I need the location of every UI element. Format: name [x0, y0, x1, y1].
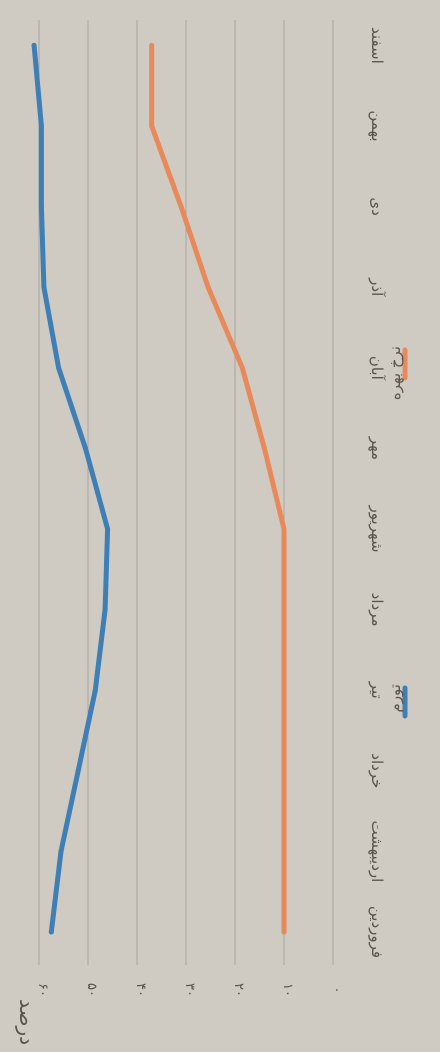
- x-tick-label: تیر: [368, 681, 386, 699]
- data-point: [56, 365, 62, 371]
- data-point: [281, 687, 287, 693]
- y-tick-label: ۲۰: [231, 983, 246, 997]
- data-point: [149, 123, 155, 129]
- series-lines: [31, 42, 287, 935]
- legend-label: تورم: [386, 684, 404, 712]
- data-point: [205, 284, 211, 290]
- y-tick-label: ۳۰: [182, 983, 197, 997]
- x-tick-label: مهر: [368, 436, 386, 460]
- y-tick-label: ۶۰: [35, 983, 50, 997]
- data-point: [58, 848, 64, 854]
- data-point: [41, 284, 47, 290]
- legend: تورم نرخ بهره: [386, 346, 408, 719]
- x-tick-label: آبان: [368, 356, 386, 381]
- gridlines: [38, 20, 334, 965]
- y-tick-label: ۰: [329, 987, 344, 994]
- data-point: [75, 768, 81, 774]
- x-tick-label: دی: [368, 197, 386, 215]
- data-point: [281, 607, 287, 613]
- y-axis-ticks: ۰ ۱۰ ۲۰ ۳۰ ۴۰ ۵۰ ۶۰: [35, 983, 344, 997]
- data-point: [281, 848, 287, 854]
- series-line: [149, 42, 287, 935]
- data-point: [48, 929, 54, 935]
- y-tick-label: ۱۰: [280, 983, 295, 997]
- x-tick-label: بهمن: [368, 110, 386, 141]
- x-axis-categories: فروردین اردیبهشت خرداد تیر مرداد شهریور مهر آبا…: [368, 27, 386, 958]
- data-point: [83, 445, 88, 451]
- x-tick-label: مرداد: [368, 593, 386, 627]
- data-point: [149, 42, 155, 48]
- data-point: [92, 687, 98, 693]
- data-point: [178, 204, 184, 210]
- y-axis-label: درصد: [15, 999, 39, 1045]
- y-tick-label: ۵۰: [84, 983, 99, 997]
- data-point: [31, 42, 37, 48]
- x-tick-label: اردیبهشت: [368, 820, 386, 882]
- y-tick-label: ۴۰: [133, 983, 148, 997]
- data-point: [239, 365, 245, 371]
- x-tick-label: آذر: [368, 277, 386, 297]
- data-point: [281, 929, 287, 935]
- x-tick-label: شهریور: [368, 505, 386, 553]
- data-point: [281, 768, 287, 774]
- data-point: [38, 123, 44, 129]
- data-point: [281, 526, 287, 532]
- data-point: [38, 204, 44, 210]
- x-tick-label: خرداد: [368, 753, 386, 788]
- x-tick-label: فروردین: [368, 906, 386, 958]
- series-line: [31, 42, 111, 935]
- data-point: [102, 607, 108, 613]
- data-point: [261, 445, 267, 451]
- x-tick-label: اسفند: [368, 27, 386, 64]
- data-point: [105, 526, 111, 532]
- legend-label: نرخ بهره: [386, 346, 404, 400]
